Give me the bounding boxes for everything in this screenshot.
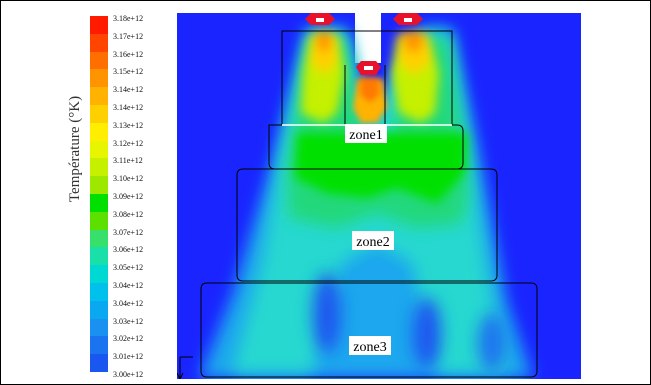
colorbar-swatch (90, 229, 108, 248)
colorbar-swatch (90, 16, 108, 34)
zone3-outline (200, 282, 538, 378)
center-jet (353, 77, 387, 123)
right-jet (391, 31, 439, 123)
colorbar-swatch (90, 300, 108, 319)
colorbar-swatch (90, 87, 108, 105)
colorbar-tick-label: 3.18e+12 (113, 14, 144, 23)
colorbar-tick-label: 3.09e+12 (113, 192, 144, 201)
colorbar-tick-label: 3.10e+12 (113, 174, 144, 184)
colorbar-tick-label: 3.17e+12 (113, 31, 144, 41)
colorbar-swatch (90, 211, 108, 230)
colorbar-swatch (90, 51, 108, 70)
colorbar-tick-label: 3.06e+12 (113, 245, 144, 255)
colorbar-swatch (90, 104, 108, 123)
colorbar-swatch (90, 354, 108, 372)
lower-dark-pockets (313, 273, 506, 373)
colorbar-swatch (90, 247, 108, 266)
colorbar (90, 16, 108, 372)
zone2-label: zone2 (356, 235, 389, 250)
axis-triad-icon (177, 356, 193, 379)
colorbar-tick-label: 3.01e+12 (113, 352, 144, 362)
nozzle-slot (355, 13, 381, 63)
colorbar-swatch (90, 336, 108, 355)
colorbar-tick-label: 3.02e+12 (113, 334, 144, 344)
colorbar-tick-labels: 3.18e+12 3.17e+12 3.16e+12 3.15e+12 3.14e+12… (113, 14, 161, 379)
colorbar-tick-label: 3.14e+12 (113, 103, 144, 112)
colorbar-swatch (90, 265, 108, 283)
colorbar-tick-label: 3.03e+12 (113, 316, 144, 326)
colorbar-swatch (90, 282, 108, 301)
zone3-label: zone3 (353, 340, 386, 355)
plume-bright-green (295, 133, 467, 203)
colorbar-tick-label: 3.15e+12 (113, 67, 144, 77)
colorbar-tick-label: 3.04e+12 (113, 281, 144, 290)
zone2-outline (236, 168, 498, 282)
colorbar-tick-label: 3.13e+12 (113, 120, 144, 130)
colorbar-tick-label: 3.07e+12 (113, 227, 144, 237)
colorbar-tick-label: 3.16e+12 (113, 49, 144, 59)
zone1-label: zone1 (349, 128, 382, 143)
colorbar-swatch (90, 69, 108, 88)
colorbar-swatch (90, 193, 108, 212)
colorbar-tick-label: 3.00e+12 (113, 370, 144, 379)
colorbar-swatch (90, 33, 108, 52)
colorbar-swatch (90, 140, 108, 159)
burner-center (356, 61, 381, 75)
colorbar-swatch (90, 318, 108, 337)
colorbar-tick-label: 3.08e+12 (113, 209, 144, 219)
colorbar-tick-label: 3.05e+12 (113, 263, 144, 273)
burner-right (393, 13, 423, 25)
colorbar-tick-label: 3.11e+12 (113, 156, 143, 166)
zone1-outline (268, 124, 464, 170)
colorbar-tick-label: 3.12e+12 (113, 138, 144, 148)
colorbar-swatch (90, 122, 108, 141)
burner-left (305, 13, 335, 25)
colorbar-tick-label: 3.04e+12 (113, 298, 144, 308)
temperature-field: zone1 zone2 zone3 (177, 13, 581, 379)
left-jet (301, 31, 345, 123)
colorbar-swatch (90, 176, 108, 194)
colorbar-swatch (90, 158, 108, 177)
colorbar-title: Température (°K) (67, 95, 83, 203)
colorbar-tick-label: 3.14e+12 (113, 85, 144, 95)
